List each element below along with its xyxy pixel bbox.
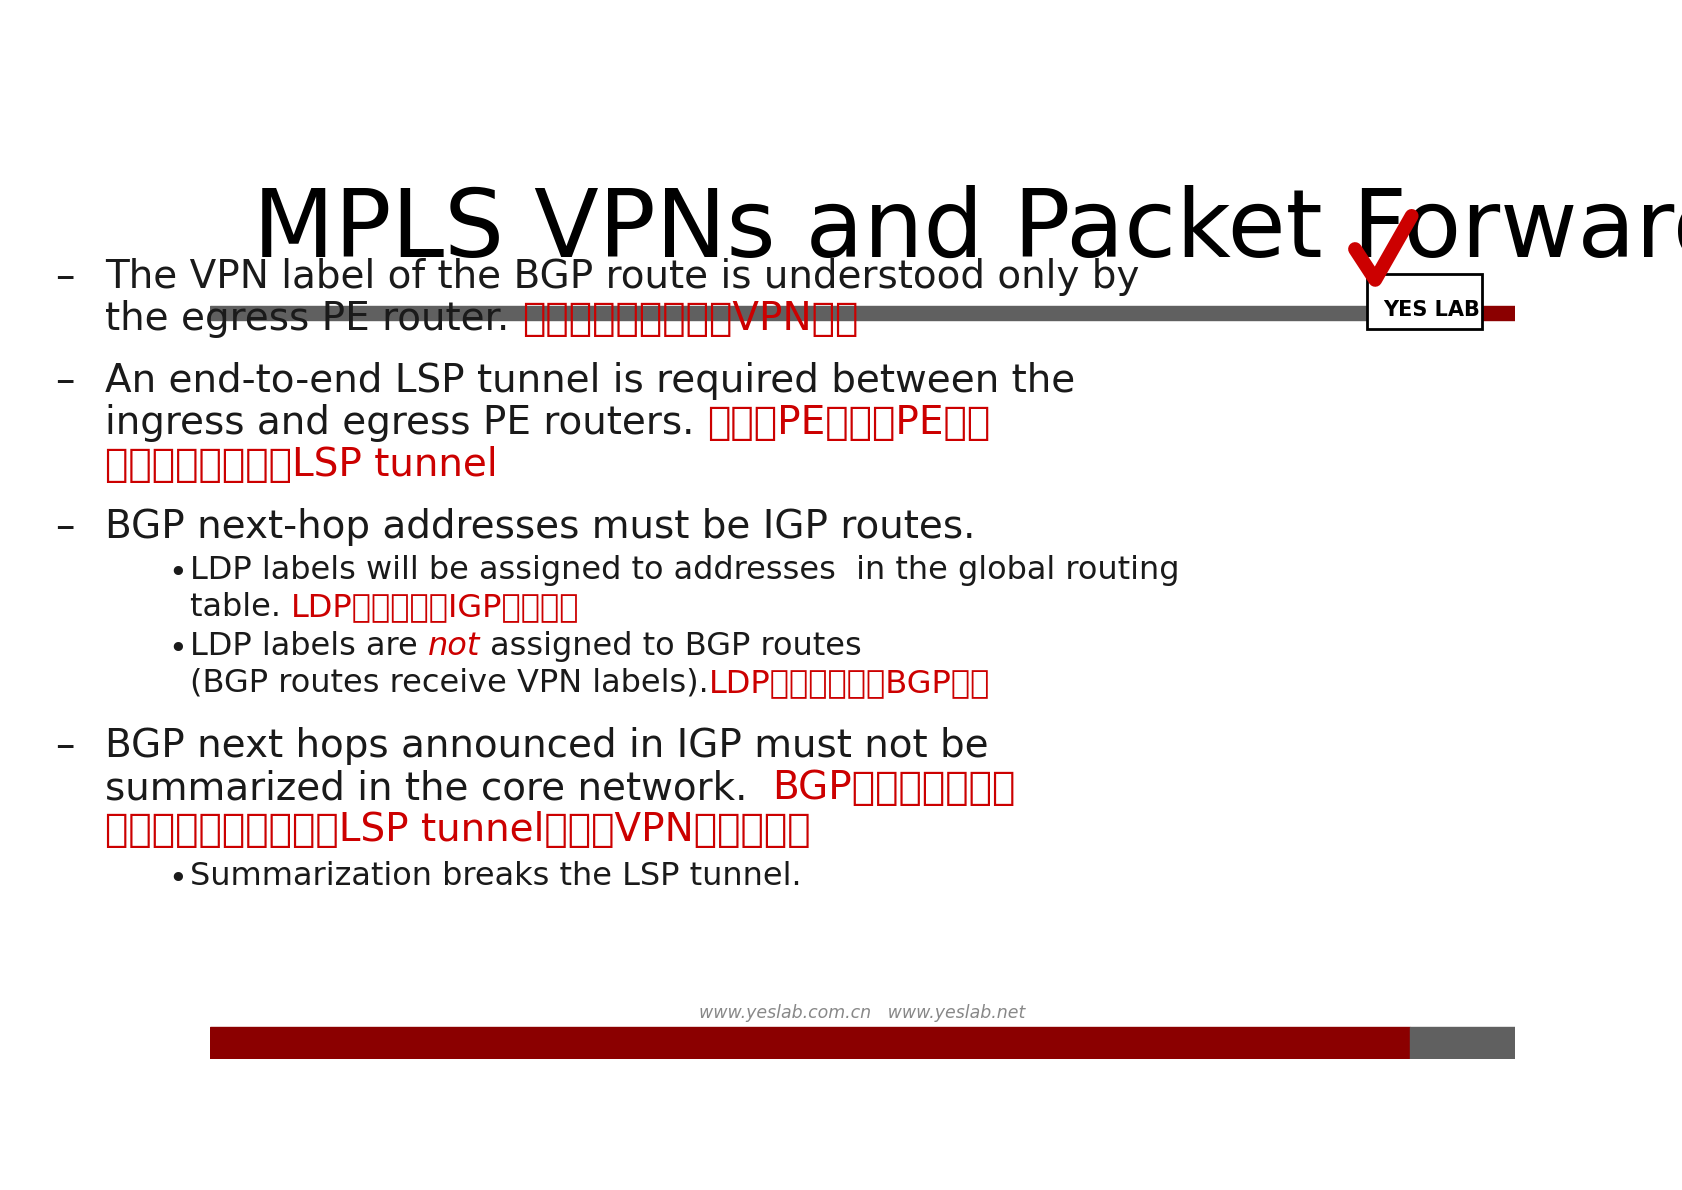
Text: assigned to BGP routes: assigned to BGP routes (479, 631, 861, 662)
Text: www.yeslab.com.cn   www.yeslab.net: www.yeslab.com.cn www.yeslab.net (698, 1004, 1024, 1022)
Text: BGP next hops announced in IGP must not be: BGP next hops announced in IGP must not … (104, 727, 987, 765)
Text: 只有出口路由器理解VPN标签: 只有出口路由器理解VPN标签 (521, 300, 858, 338)
Text: 在入口PE和出口PE之间: 在入口PE和出口PE之间 (706, 403, 989, 441)
Text: –: – (56, 727, 74, 765)
Text: –: – (56, 258, 74, 296)
Text: BGP next-hop addresses must be IGP routes.: BGP next-hop addresses must be IGP route… (104, 508, 976, 546)
Bar (210, 1027, 1410, 1059)
Text: LDP labels are: LDP labels are (190, 631, 427, 662)
Text: table.: table. (190, 591, 291, 624)
Bar (1403, 306, 1514, 320)
Text: MPLS VPNs and Packet Forwarding: MPLS VPNs and Packet Forwarding (252, 186, 1682, 277)
Text: YES LAB: YES LAB (1383, 300, 1478, 320)
Bar (1410, 1027, 1514, 1059)
Text: ingress and egress PE routers.: ingress and egress PE routers. (104, 403, 706, 441)
Text: LDP labels will be assigned to addresses  in the global routing: LDP labels will be assigned to addresses… (190, 555, 1179, 585)
Text: –: – (56, 508, 74, 546)
Text: •: • (168, 864, 187, 895)
Text: LDP标签分配给IGP路由条目: LDP标签分配给IGP路由条目 (291, 591, 579, 624)
Text: 需要建立端到端的LSP tunnel: 需要建立端到端的LSP tunnel (104, 446, 498, 484)
Text: BGP的下一跳地址不: BGP的下一跳地址不 (772, 769, 1014, 807)
Text: not: not (427, 631, 479, 662)
Text: 能被汇总，汇总将分割LSP tunnel，导致VPN流量不通。: 能被汇总，汇总将分割LSP tunnel，导致VPN流量不通。 (104, 812, 811, 848)
Text: the egress PE router.: the egress PE router. (104, 300, 521, 338)
Text: LDP不分配标签给BGP路由: LDP不分配标签给BGP路由 (708, 668, 989, 699)
Text: •: • (168, 558, 187, 589)
Text: •: • (168, 634, 187, 665)
Text: (BGP routes receive VPN labels).: (BGP routes receive VPN labels). (190, 668, 708, 699)
Bar (1367, 274, 1482, 330)
Text: –: – (56, 362, 74, 400)
Bar (210, 306, 1403, 320)
Text: summarized in the core network.: summarized in the core network. (104, 769, 772, 807)
Text: Summarization breaks the LSP tunnel.: Summarization breaks the LSP tunnel. (190, 862, 801, 892)
Text: An end-to-end LSP tunnel is required between the: An end-to-end LSP tunnel is required bet… (104, 362, 1075, 400)
Text: The VPN label of the BGP route is understood only by: The VPN label of the BGP route is unders… (104, 258, 1139, 296)
